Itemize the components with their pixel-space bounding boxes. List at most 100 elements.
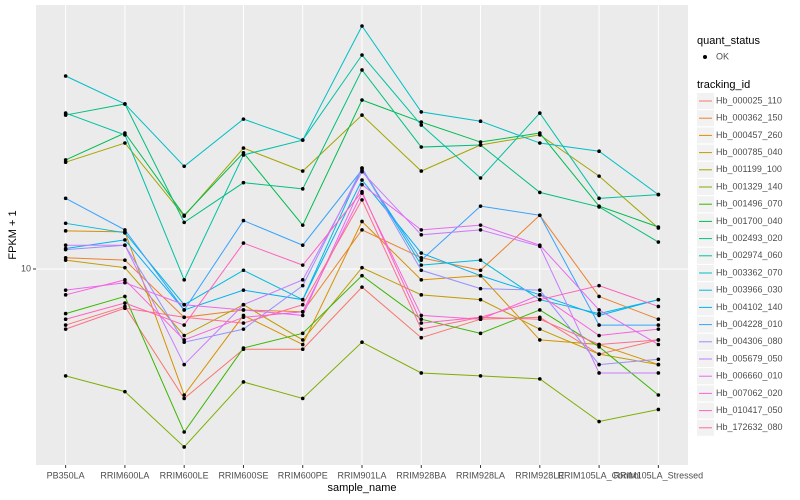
legend-label: Hb_172632_080 <box>716 422 783 432</box>
data-point <box>300 313 305 318</box>
data-point <box>419 278 424 282</box>
data-point <box>182 362 186 367</box>
data-point <box>300 302 305 307</box>
data-point <box>597 294 601 299</box>
data-point <box>538 293 542 297</box>
data-point <box>597 308 601 312</box>
data-point <box>360 68 364 72</box>
data-point <box>419 145 424 149</box>
data-point <box>597 362 601 367</box>
data-point <box>597 283 601 288</box>
data-point <box>538 288 542 292</box>
data-point <box>656 393 661 397</box>
legend-label: Hb_001329_140 <box>716 181 783 191</box>
data-point <box>241 117 246 121</box>
data-point <box>360 285 364 289</box>
data-point <box>360 98 364 102</box>
data-point <box>419 258 424 262</box>
data-point <box>300 187 305 191</box>
x-tick-label: RRIM105LA_Control <box>558 470 641 480</box>
legend-label: Hb_003362_070 <box>716 267 783 277</box>
data-point <box>241 218 246 223</box>
data-point <box>241 308 246 312</box>
data-point <box>241 380 246 384</box>
data-point <box>182 220 186 225</box>
data-point <box>478 140 483 144</box>
data-point <box>182 315 186 320</box>
data-point <box>360 166 364 170</box>
data-point <box>656 407 661 412</box>
data-point <box>597 342 601 347</box>
data-point <box>419 233 424 237</box>
data-point <box>597 323 601 327</box>
data-point <box>300 297 305 302</box>
legend-label: Hb_001700_040 <box>716 216 783 226</box>
data-point <box>419 120 424 124</box>
data-point <box>478 374 483 378</box>
data-point <box>63 247 68 252</box>
data-point <box>63 221 68 226</box>
data-point <box>419 327 424 331</box>
data-point <box>478 297 483 302</box>
y-axis-title: FPKM + 1 <box>7 210 19 259</box>
data-point <box>656 342 661 347</box>
data-point <box>360 169 364 174</box>
data-point <box>123 278 127 282</box>
data-point <box>182 445 186 449</box>
data-point <box>123 228 127 232</box>
data-point <box>360 113 364 117</box>
data-point <box>63 311 68 316</box>
x-axis-title: sample_name <box>327 482 396 494</box>
data-point <box>360 273 364 278</box>
data-point <box>123 306 127 310</box>
data-point <box>419 293 424 297</box>
data-point <box>182 396 186 401</box>
data-point <box>656 338 661 342</box>
legend-title: tracking_id <box>697 79 750 91</box>
data-point <box>419 313 424 318</box>
data-point <box>478 331 483 336</box>
data-point <box>300 278 305 282</box>
data-point <box>123 141 127 145</box>
data-point <box>123 243 127 248</box>
x-tick-label: RRIM901LA <box>337 470 386 480</box>
data-point <box>300 309 305 314</box>
data-point <box>300 396 305 401</box>
y-tick-label: 10 <box>21 263 31 273</box>
data-point <box>63 229 68 233</box>
x-tick-label: RRIM600PE <box>278 470 328 480</box>
legend-label: Hb_010417_050 <box>716 405 783 415</box>
data-point <box>182 393 186 397</box>
data-point <box>656 304 661 309</box>
data-point <box>597 352 601 356</box>
data-point <box>241 302 246 307</box>
data-point <box>360 53 364 57</box>
data-point <box>63 158 68 162</box>
x-tick-label: RRIM928BA <box>396 470 446 480</box>
data-point <box>300 347 305 352</box>
data-point <box>597 371 601 375</box>
data-point <box>597 313 601 318</box>
data-point <box>656 317 661 322</box>
data-point <box>300 342 305 347</box>
data-point <box>360 24 364 28</box>
data-point <box>656 357 661 362</box>
legend-label: Hb_000457_260 <box>716 130 783 140</box>
data-point <box>538 213 542 218</box>
data-point <box>597 149 601 154</box>
data-point <box>63 243 68 248</box>
data-point <box>419 321 424 325</box>
data-point <box>360 198 364 202</box>
data-point <box>300 243 305 248</box>
data-point <box>123 301 127 305</box>
data-point <box>538 131 542 135</box>
data-point <box>63 258 68 262</box>
data-point <box>123 258 127 262</box>
data-point <box>182 302 186 307</box>
data-point <box>478 176 483 180</box>
x-tick-label: RRIM600LA <box>100 470 149 480</box>
data-point <box>538 190 542 195</box>
data-point <box>538 243 542 248</box>
data-point <box>241 327 246 331</box>
data-point <box>478 204 483 208</box>
